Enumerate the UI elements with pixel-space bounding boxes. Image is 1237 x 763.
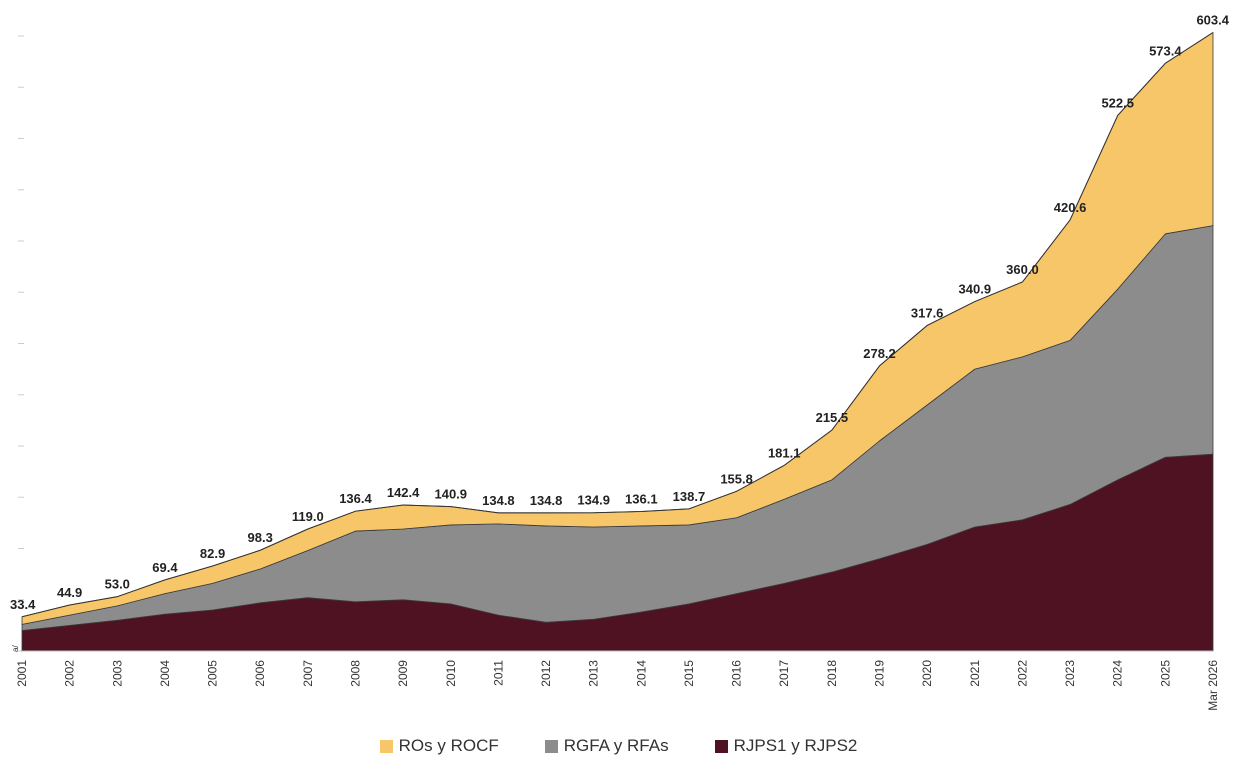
- total-labels: 33.4 44.9 53.0 69.4 82.9 98.3 119.0 136.4 142.4 1…: [10, 13, 1230, 612]
- total-label: 360.0: [1006, 262, 1039, 277]
- x-tick-label: 2014: [634, 660, 648, 687]
- total-label: 140.9: [434, 487, 467, 502]
- total-label: 522.5: [1101, 95, 1134, 110]
- legend-swatch-ros-rocf: [379, 739, 393, 753]
- x-tick-label: 2010: [444, 660, 458, 687]
- x-tick-label: 2009: [396, 660, 410, 687]
- x-tick-label: 2018: [825, 660, 839, 687]
- x-tick-label: 2023: [1063, 660, 1077, 687]
- legend-item-rgfa-rfas: RGFA y RFAs: [544, 736, 669, 756]
- x-tick-label: 2003: [110, 660, 124, 687]
- x-tick-label: 2025: [1158, 660, 1172, 687]
- total-label: 155.8: [720, 471, 753, 486]
- x-tick-label: 2020: [920, 660, 934, 687]
- x-axis-labels: 2001 a/2002 2003 2004 2005 2006 2007 2008 2009 20…: [11, 645, 1220, 711]
- total-outline: [21, 32, 1214, 618]
- x-tick-label: 2013: [587, 660, 601, 687]
- total-label: 119.0: [292, 509, 324, 524]
- total-label: 278.2: [863, 346, 896, 361]
- x-tick-label: 2021: [968, 660, 982, 687]
- x-tick-label: 2006: [253, 660, 267, 687]
- series-layer: [21, 32, 1214, 652]
- total-label: 53.0: [105, 577, 130, 592]
- total-label: 82.9: [200, 546, 225, 561]
- total-label: 69.4: [152, 560, 178, 575]
- total-label: 98.3: [248, 530, 273, 545]
- total-label: 340.9: [959, 282, 992, 297]
- x-tick-label: 2017: [777, 660, 791, 687]
- x-tick-label: 2004: [158, 660, 172, 687]
- total-label: 215.5: [816, 410, 849, 425]
- total-label: 33.4: [10, 597, 36, 612]
- x-tick-label: 2024: [1111, 660, 1125, 687]
- x-tick-label: 2022: [1015, 660, 1029, 687]
- x-tick-label: Mar 2026: [1206, 660, 1220, 711]
- x-tick-label: 2005: [206, 660, 220, 687]
- y-axis-tick-marks: [18, 35, 24, 652]
- legend: ROs y ROCF RGFA y RFAs RJPS1 y RJPS2: [0, 736, 1237, 756]
- total-label: 134.8: [482, 493, 515, 508]
- legend-label-rgfa-rfas: RGFA y RFAs: [563, 736, 669, 755]
- x-tick-label: 2016: [730, 660, 744, 687]
- total-label: 136.1: [625, 491, 658, 506]
- x-tick-label: 2015: [682, 660, 696, 687]
- x-tick-label: 2011: [491, 660, 505, 686]
- x-tick-label: 2002: [63, 660, 77, 687]
- legend-label-rjps: RJPS1 y RJPS2: [733, 736, 858, 755]
- legend-label-ros-rocf: ROs y ROCF: [398, 736, 499, 755]
- x-tick-label: 2007: [301, 660, 315, 687]
- legend-item-rjps: RJPS1 y RJPS2: [714, 736, 858, 756]
- total-label: 317.6: [911, 305, 944, 320]
- total-label: 603.4: [1196, 13, 1229, 28]
- x-tick-label: 2008: [348, 660, 362, 687]
- legend-swatch-rjps: [714, 739, 728, 753]
- total-label: 134.8: [530, 493, 563, 508]
- legend-swatch-rgfa-rfas: [544, 739, 558, 753]
- x-tick-label: 2012: [539, 660, 553, 687]
- total-label: 573.4: [1149, 43, 1182, 58]
- total-label: 44.9: [57, 585, 82, 600]
- total-label: 420.6: [1054, 200, 1087, 215]
- legend-item-ros-rocf: ROs y ROCF: [379, 736, 499, 756]
- total-label: 138.7: [673, 489, 706, 504]
- total-label: 142.4: [387, 485, 420, 500]
- x-tick-superscript: a/: [11, 645, 20, 652]
- total-label: 136.4: [339, 491, 372, 506]
- x-tick-label: 2001: [15, 660, 29, 687]
- total-label: 181.1: [768, 445, 801, 460]
- x-tick-label: 2019: [873, 660, 887, 687]
- total-label: 134.9: [577, 493, 610, 508]
